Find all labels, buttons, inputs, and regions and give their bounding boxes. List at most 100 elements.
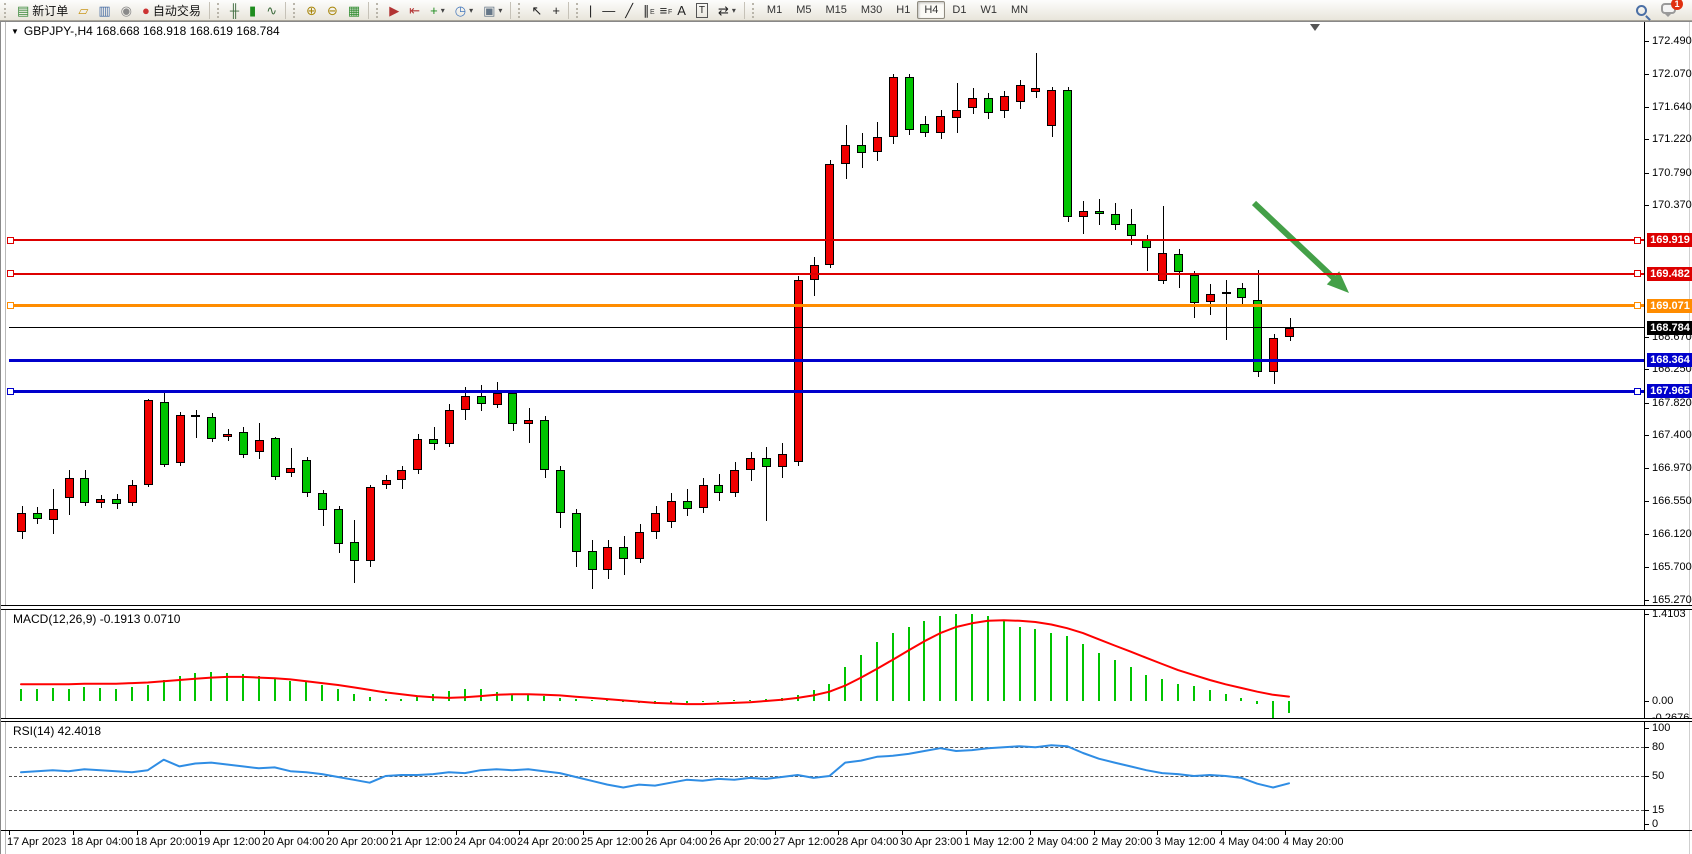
zoom-out-button[interactable]: ⊖ bbox=[322, 1, 343, 20]
price-tick-mark bbox=[1644, 205, 1649, 206]
chevron-down-icon[interactable]: ▾ bbox=[440, 5, 445, 15]
macd-tick-mark bbox=[1644, 614, 1649, 615]
macd-bar bbox=[781, 698, 783, 701]
new-order-button[interactable]: ▤ 新订单 bbox=[12, 1, 73, 20]
time-tick-label: 1 May 12:00 bbox=[964, 836, 1025, 848]
macd-bar bbox=[527, 695, 529, 701]
navigator-button[interactable]: ◉ bbox=[116, 1, 137, 20]
collapse-triangle-icon[interactable]: ▼ bbox=[11, 26, 19, 36]
macd-bar bbox=[194, 673, 196, 701]
trendline-button[interactable]: ╱ bbox=[620, 1, 638, 20]
timeframe-h1[interactable]: H1 bbox=[896, 4, 911, 16]
chart-shift-button[interactable]: ⇤ bbox=[404, 1, 425, 20]
arrows-button[interactable]: ⇄ ▾ bbox=[713, 1, 741, 20]
macd-bar bbox=[923, 621, 925, 701]
time-tick-label: 18 Apr 04:00 bbox=[71, 836, 134, 848]
market-watch-button[interactable]: ▥ bbox=[93, 1, 115, 20]
line-handle[interactable] bbox=[7, 302, 14, 309]
vertical-line-button[interactable]: | bbox=[584, 1, 597, 20]
chevron-down-icon[interactable]: ▾ bbox=[469, 5, 474, 15]
macd-bar bbox=[416, 696, 418, 701]
timeframe-d1[interactable]: D1 bbox=[952, 4, 967, 16]
zoom-in-button[interactable]: ⊕ bbox=[301, 1, 322, 20]
candle bbox=[191, 415, 200, 417]
panel-splitter[interactable] bbox=[1, 718, 1692, 722]
notifications-button[interactable]: 1 bbox=[1661, 0, 1683, 17]
macd-bar bbox=[83, 687, 85, 701]
chart-shift-marker[interactable] bbox=[1310, 24, 1320, 31]
price-tick-label: 170.790 bbox=[1652, 167, 1692, 179]
candle bbox=[699, 485, 708, 508]
time-tick-mark bbox=[328, 831, 329, 835]
candlestick-chart-button[interactable]: ▮ bbox=[244, 1, 261, 20]
candle bbox=[96, 499, 105, 503]
candle bbox=[1285, 328, 1294, 337]
bar-chart-button[interactable]: ╫ bbox=[225, 1, 244, 20]
tile-windows-button[interactable]: ▦ bbox=[343, 1, 365, 20]
cursor-button[interactable]: ↖ bbox=[526, 1, 547, 20]
line-handle[interactable] bbox=[1634, 270, 1641, 277]
line-handle[interactable] bbox=[1634, 302, 1641, 309]
horizontal-line-button[interactable]: — bbox=[597, 1, 620, 20]
text-label-button[interactable]: T bbox=[691, 1, 713, 20]
support-line-2[interactable] bbox=[9, 390, 1644, 393]
price-tag-168.784: 168.784 bbox=[1647, 321, 1692, 335]
time-tick-mark bbox=[392, 831, 393, 835]
support-line-1[interactable] bbox=[9, 359, 1644, 362]
line-handle[interactable] bbox=[7, 270, 14, 277]
price-tag-169.071: 169.071 bbox=[1647, 299, 1692, 313]
line-chart-button[interactable]: ∿ bbox=[261, 1, 282, 20]
autotrading-button[interactable]: ● 自动交易 bbox=[137, 1, 206, 20]
macd-bar bbox=[369, 697, 371, 701]
indicators-button[interactable]: + ▾ bbox=[425, 1, 450, 20]
current-price-line[interactable] bbox=[9, 327, 1644, 328]
periods-button[interactable]: ◷ ▾ bbox=[450, 1, 478, 20]
equidistant-channel-button[interactable]: ∥ E bbox=[638, 1, 655, 20]
price-tag-167.965: 167.965 bbox=[1647, 384, 1692, 398]
text-button[interactable]: A bbox=[672, 1, 691, 20]
fibonacci-button[interactable]: ≡ F bbox=[655, 1, 673, 20]
timeframe-m1[interactable]: M1 bbox=[766, 4, 783, 16]
time-tick-label: 25 Apr 12:00 bbox=[581, 836, 644, 848]
line-handle[interactable] bbox=[7, 237, 14, 244]
price-tick-mark bbox=[1644, 139, 1649, 140]
search-icon[interactable] bbox=[1636, 4, 1647, 16]
timeframe-w1[interactable]: W1 bbox=[980, 4, 997, 16]
equidistant-channel-icon: ∥ E bbox=[643, 2, 655, 18]
line-handle[interactable] bbox=[7, 388, 14, 395]
time-tick-mark bbox=[1285, 831, 1286, 835]
time-tick-mark bbox=[902, 831, 903, 835]
macd-bar bbox=[987, 616, 989, 701]
chevron-down-icon[interactable]: ▾ bbox=[498, 5, 503, 15]
price-tick-mark bbox=[1644, 41, 1649, 42]
toolbar-separator bbox=[208, 1, 210, 19]
line-handle[interactable] bbox=[1634, 388, 1641, 395]
candle bbox=[461, 396, 470, 410]
rsi-tick-mark bbox=[1644, 776, 1649, 777]
candle bbox=[1174, 254, 1183, 272]
crosshair-button[interactable]: + bbox=[547, 1, 565, 20]
timeframe-mn[interactable]: MN bbox=[1010, 4, 1029, 16]
macd-bar bbox=[971, 614, 973, 701]
autoscroll-button[interactable]: ▶ bbox=[384, 1, 404, 20]
text-label-icon: T bbox=[695, 2, 708, 18]
chart-window[interactable]: ▼ GBPJPY-,H4 168.668 168.918 168.619 168… bbox=[0, 21, 1692, 854]
timeframe-m15[interactable]: M15 bbox=[825, 4, 847, 16]
new-chart-icon: ▱ bbox=[78, 2, 89, 18]
templates-button[interactable]: ▣ ▾ bbox=[478, 1, 507, 20]
line-handle[interactable] bbox=[1634, 237, 1641, 244]
rsi-tick-mark bbox=[1644, 728, 1649, 729]
time-tick-mark bbox=[200, 831, 201, 835]
new-chart-button[interactable]: ▱ bbox=[73, 1, 93, 20]
timeframe-m5[interactable]: M5 bbox=[796, 4, 812, 16]
resistance-line-1[interactable] bbox=[9, 239, 1644, 241]
rsi-tick-label: 100 bbox=[1652, 722, 1671, 734]
pivot-line[interactable] bbox=[9, 304, 1644, 307]
candle bbox=[1111, 214, 1120, 225]
panel-splitter[interactable] bbox=[1, 605, 1692, 610]
resistance-line-2[interactable] bbox=[9, 273, 1644, 275]
chevron-down-icon[interactable]: ▾ bbox=[731, 5, 736, 15]
timeframe-m30[interactable]: M30 bbox=[860, 4, 883, 16]
timeframe-h4[interactable]: H4 bbox=[917, 1, 946, 19]
price-tick-label: 167.820 bbox=[1652, 397, 1692, 409]
